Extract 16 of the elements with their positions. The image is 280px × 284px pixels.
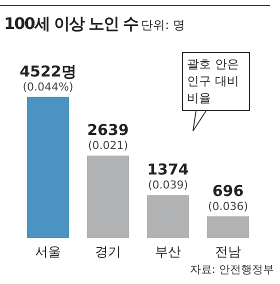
bar [27, 96, 69, 238]
x-tick-label: 전남 [215, 245, 241, 260]
chart-title: 100세 이상 노인 수 [4, 14, 138, 33]
bar [147, 195, 189, 238]
x-tick-label: 서울 [35, 245, 61, 260]
x-tick-label: 부산 [155, 245, 181, 260]
text: 자료: 안전행정부 [190, 262, 274, 277]
data-label: 1374 (0.039) [147, 160, 189, 192]
chart-subtitle: 단위: 명 [141, 18, 185, 32]
bar [87, 156, 129, 238]
data-label: 4522명 (0.044%) [20, 62, 76, 94]
annotation: 괄호 안은 인구 대비 비율 [182, 52, 250, 111]
bar [207, 216, 249, 238]
data-label: 696 (0.036) [208, 182, 248, 213]
data-label: 2639 (0.021) [87, 121, 129, 152]
x-tick-label: 경기 [95, 245, 121, 260]
